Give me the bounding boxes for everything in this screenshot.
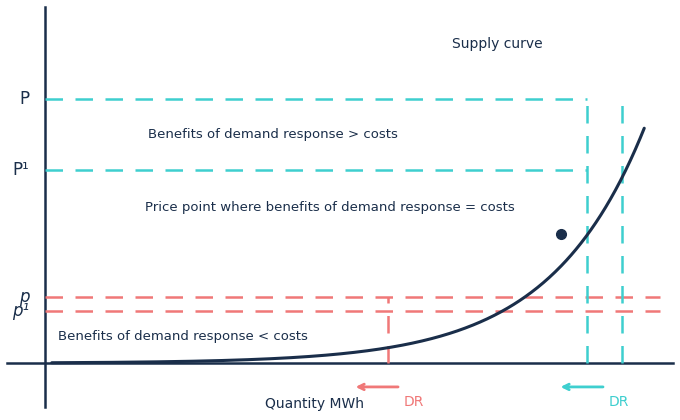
Text: Price point where benefits of demand response = costs: Price point where benefits of demand res…: [145, 201, 514, 214]
Text: p¹: p¹: [12, 302, 29, 320]
Text: Benefits of demand response > costs: Benefits of demand response > costs: [148, 128, 398, 141]
Text: DR: DR: [404, 395, 424, 410]
Text: DR: DR: [609, 395, 630, 410]
Text: P¹: P¹: [13, 161, 29, 179]
Text: P: P: [19, 89, 29, 108]
Text: Quantity MWh: Quantity MWh: [265, 397, 364, 411]
Text: p: p: [19, 288, 29, 306]
Text: Supply curve: Supply curve: [452, 37, 543, 52]
Text: Benefits of demand response < costs: Benefits of demand response < costs: [58, 330, 308, 343]
